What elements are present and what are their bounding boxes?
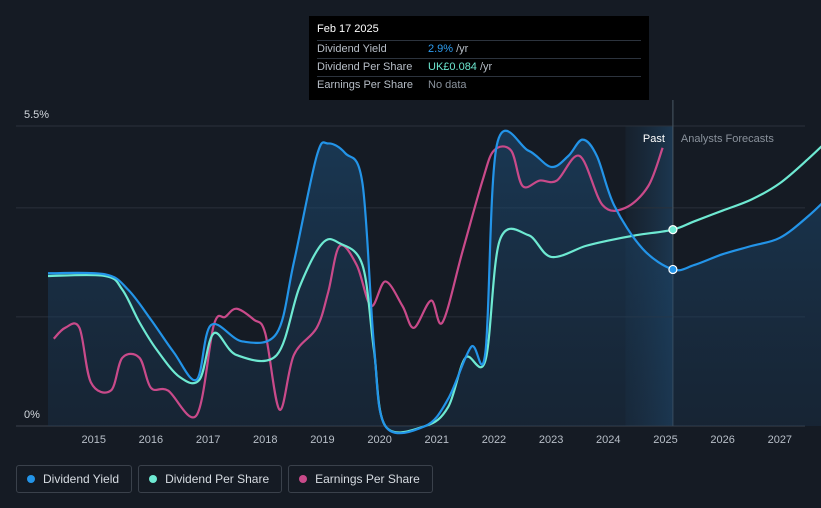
tooltip-date: Feb 17 2025: [317, 23, 379, 35]
x-tick-label: 2023: [539, 434, 563, 446]
tooltip-value: UK£0.084: [428, 61, 477, 73]
x-tick-label: 2024: [596, 434, 620, 446]
x-tick-label: 2016: [139, 434, 163, 446]
tooltip: Feb 17 2025 Dividend Yield 2.9% /yr Divi…: [309, 16, 649, 100]
x-tick-label: 2027: [768, 434, 792, 446]
tooltip-unit: /yr: [479, 61, 493, 73]
tooltip-value: 2.9%: [428, 43, 454, 55]
tooltip-unit: /yr: [456, 43, 469, 55]
tooltip-row-dividend-yield: Dividend Yield 2.9% /yr: [317, 40, 641, 58]
x-tick-label: 2026: [710, 434, 734, 446]
marker-dividend-per-share: [668, 225, 678, 235]
tooltip-row-dividend-per-share: Dividend Per Share UK£0.084 /yr: [317, 58, 641, 76]
tooltip-label: Dividend Yield: [317, 43, 387, 55]
y-tick-label: 5.5%: [24, 109, 49, 121]
legend: Dividend Yield Dividend Per Share Earnin…: [16, 465, 433, 493]
tooltip-value: No data: [428, 79, 467, 91]
legend-item-earnings-per-share[interactable]: Earnings Per Share: [288, 465, 433, 493]
x-tick-label: 2017: [196, 434, 220, 446]
legend-item-dividend-per-share[interactable]: Dividend Per Share: [138, 465, 283, 493]
tooltip-label: Earnings Per Share: [317, 79, 413, 91]
tooltip-label: Dividend Per Share: [317, 61, 413, 73]
past-label: Past: [643, 133, 665, 145]
y-tick-label: 0%: [24, 409, 40, 421]
x-tick-label: 2019: [310, 434, 334, 446]
tooltip-row-earnings-per-share: Earnings Per Share No data: [317, 76, 641, 94]
x-tick-label: 2020: [367, 434, 391, 446]
legend-label: Dividend Per Share: [165, 472, 270, 486]
forecast-label: Analysts Forecasts: [681, 133, 774, 145]
x-tick-label: 2025: [653, 434, 677, 446]
x-tick-label: 2021: [425, 434, 449, 446]
legend-dot: [299, 475, 308, 483]
legend-dot: [27, 475, 35, 483]
x-tick-label: 2018: [253, 434, 277, 446]
x-tick-label: 2015: [81, 434, 105, 446]
series-area-dividend-yield: [48, 130, 821, 434]
x-tick-label: 2022: [482, 434, 506, 446]
legend-label: Earnings Per Share: [315, 472, 420, 486]
legend-item-dividend-yield[interactable]: Dividend Yield: [16, 465, 133, 493]
legend-dot: [149, 475, 158, 483]
marker-dividend-yield: [668, 264, 678, 275]
legend-label: Dividend Yield: [43, 472, 120, 486]
series-line-earnings-per-share: [52, 145, 664, 419]
